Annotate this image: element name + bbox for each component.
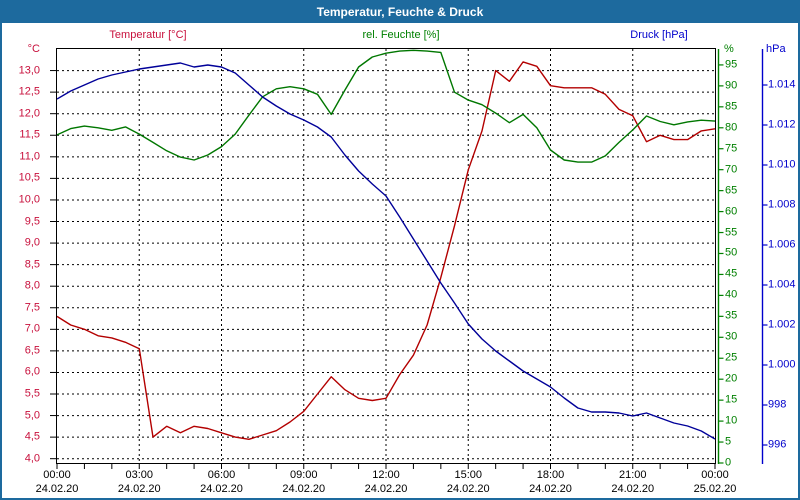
humidity-tick-label: 5 — [725, 435, 732, 448]
temp-tick-label: 12,0 — [18, 107, 40, 120]
pressure-tick-label: 1.012 — [768, 118, 796, 131]
pressure-tick-label: 1.010 — [768, 158, 796, 171]
humidity-tick-label: 65 — [725, 184, 738, 197]
temp-tick-label: 10,0 — [18, 193, 40, 206]
pressure-tick-label: 996 — [768, 438, 787, 451]
temp-tick-label: 10,5 — [18, 171, 40, 184]
temp-tick-label: 7,5 — [24, 301, 40, 314]
x-date-label: 24.02.20 — [611, 483, 655, 495]
x-time-label: 06:00 — [207, 469, 236, 481]
humidity-tick-label: 25 — [725, 351, 738, 364]
pressure-tick-label: 1.008 — [768, 198, 796, 211]
x-date-label: 24.02.20 — [446, 483, 490, 495]
humidity-tick-label: 90 — [725, 79, 738, 92]
pressure-tick-label: 1.014 — [768, 78, 796, 91]
temp-tick-label: 9,5 — [24, 215, 40, 227]
temperatur-curve — [57, 61, 715, 440]
plot-area — [56, 48, 716, 464]
title-bar: Temperatur, Feuchte & Druck — [2, 2, 798, 23]
temp-unit-label: °C — [27, 43, 40, 55]
pressure-tick-label: 1.000 — [768, 358, 796, 371]
temp-tick-label: 4,5 — [24, 430, 40, 443]
rel-feuchte-curve — [57, 49, 715, 163]
humidity-tick-label: 10 — [725, 414, 738, 427]
humidity-tick-label: 55 — [725, 226, 738, 239]
humidity-tick-label: 45 — [725, 267, 738, 280]
x-date-label: 24.02.20 — [529, 483, 572, 495]
x-time-label: 12:00 — [372, 469, 400, 481]
pressure-tick-label: 998 — [768, 398, 787, 411]
x-time-label: 09:00 — [289, 469, 318, 481]
x-date-label: 24.02.20 — [200, 483, 243, 495]
x-time-label: 00:00 — [701, 469, 729, 481]
x-time-label: 00:00 — [43, 469, 71, 481]
x-date-label: 24.02.20 — [364, 483, 408, 495]
druck-curve — [57, 62, 715, 440]
humidity-tick-label: 75 — [725, 142, 738, 155]
humidity-tick-label: 0 — [725, 456, 732, 469]
temp-tick-label: 9,0 — [24, 236, 40, 249]
humidity-tick-label: 80 — [725, 121, 738, 134]
humidity-tick-label: 15 — [725, 393, 738, 406]
temp-tick-label: 6,0 — [24, 365, 40, 378]
x-date-label: 24.02.20 — [35, 483, 79, 495]
temp-tick-label: 12,5 — [18, 85, 40, 98]
temp-tick-label: 11,5 — [19, 128, 40, 141]
x-date-label: 24.02.20 — [117, 483, 161, 495]
x-date-label: 25.02.20 — [693, 483, 737, 495]
humidity-tick-label: 20 — [725, 372, 738, 385]
x-time-label: 18:00 — [536, 469, 565, 481]
temp-tick-label: 5,5 — [24, 387, 40, 400]
humidity-tick-label: 95 — [725, 58, 738, 71]
temp-tick-label: 7,0 — [24, 322, 40, 335]
humidity-tick-label: 50 — [725, 246, 738, 259]
humidity-tick-label: 35 — [725, 309, 738, 322]
humidity-tick-label: 70 — [725, 163, 738, 176]
temp-tick-label: 11,0 — [19, 150, 40, 163]
temp-series-label: Temperatur [°C] — [109, 29, 187, 41]
temp-tick-label: 8,0 — [24, 279, 40, 292]
humidity-tick-label: 85 — [725, 100, 738, 113]
temp-tick-label: 5,0 — [24, 409, 40, 422]
humidity-unit-label: % — [724, 43, 734, 55]
pressure-series-label: Druck [hPa] — [630, 29, 688, 41]
x-time-label: 15:00 — [454, 469, 483, 481]
x-time-label: 21:00 — [618, 469, 647, 481]
pressure-tick-label: 1.006 — [768, 238, 796, 251]
humidity-tick-label: 30 — [725, 330, 738, 343]
chart-svg — [57, 49, 715, 463]
temp-tick-label: 13,0 — [18, 64, 40, 77]
humidity-tick-label: 40 — [725, 288, 738, 301]
humidity-series-label: rel. Feuchte [%] — [362, 29, 440, 41]
temp-tick-label: 6,5 — [24, 344, 40, 357]
pressure-tick-label: 1.004 — [768, 278, 796, 291]
pressure-unit-label: hPa — [766, 43, 786, 55]
temp-tick-label: 4,0 — [24, 452, 40, 465]
x-date-label: 24.02.20 — [282, 483, 326, 495]
x-time-label: 03:00 — [125, 469, 154, 481]
temp-tick-label: 8,5 — [24, 258, 40, 271]
humidity-tick-label: 60 — [725, 205, 738, 218]
pressure-tick-label: 1.002 — [768, 318, 796, 331]
window-title: Temperatur, Feuchte & Druck — [316, 5, 484, 19]
